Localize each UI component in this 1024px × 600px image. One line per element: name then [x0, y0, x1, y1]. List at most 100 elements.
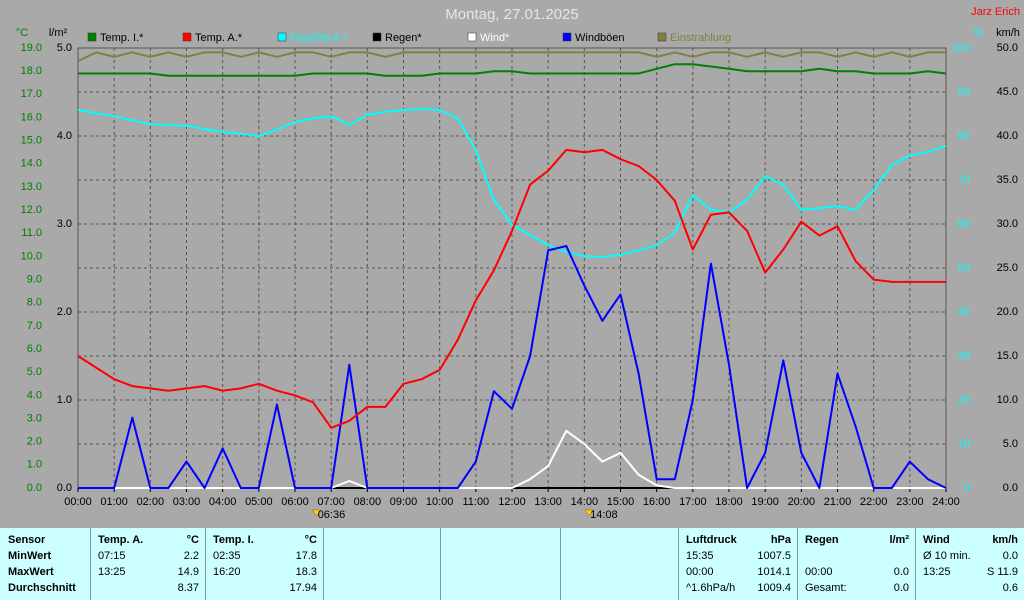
y-tick-label: 3.0 — [27, 412, 42, 424]
group-title: Temp. A. — [98, 534, 144, 546]
series-line — [77, 51, 946, 63]
x-tick-label: 00:00 — [64, 496, 92, 508]
value: S 11.9 — [987, 566, 1018, 578]
x-tick-label: 21:00 — [824, 496, 852, 508]
y-tick-label: 13.0 — [21, 181, 42, 193]
y2-tick-label: 4.0 — [57, 130, 72, 142]
y-tick-label: 7.0 — [27, 320, 42, 332]
y2-tick-label: 2.0 — [57, 306, 72, 318]
y-tick-label: 18.0 — [21, 65, 42, 77]
y-tick-label: 15.0 — [21, 135, 42, 147]
y4-tick-label: 0.0 — [1003, 482, 1018, 494]
group-title: Wind — [923, 534, 950, 546]
y4-tick-label: 25.0 — [997, 262, 1018, 274]
empty-cell — [440, 528, 560, 600]
group-unit: km/h — [992, 534, 1018, 546]
x-tick-label: 24:00 — [932, 496, 960, 508]
value: 1007.5 — [757, 550, 791, 562]
y4-tick-label: 10.0 — [997, 394, 1018, 406]
chart: Montag, 27.01.2025 Jarz Erich °C l/m² % … — [15, 5, 1020, 521]
group-unit: °C — [186, 534, 199, 546]
time: 00:00 — [805, 566, 833, 578]
y3-tick-label: 20 — [958, 394, 970, 406]
time: Ø 10 min. — [923, 550, 971, 562]
y2-tick-label: 3.0 — [57, 218, 72, 230]
legend-swatch — [657, 32, 667, 42]
value: 17.94 — [289, 582, 317, 594]
annotation: 06:36 — [318, 509, 346, 521]
group-title: Luftdruck — [686, 534, 737, 546]
author: Jarz Erich — [971, 6, 1020, 18]
y-tick-label: 16.0 — [21, 111, 42, 123]
sun-marker — [584, 509, 594, 517]
y-tick-label: 1.0 — [27, 459, 42, 471]
x-tick-label: 17:00 — [679, 496, 707, 508]
series-line — [77, 107, 947, 258]
y2-tick-label: 5.0 — [57, 42, 72, 54]
time: 16:20 — [213, 566, 241, 578]
y-tick-label: 14.0 — [21, 158, 42, 170]
x-tick-label: 16:00 — [643, 496, 671, 508]
empty-cell — [560, 528, 678, 600]
y-tick-label: 2.0 — [27, 436, 42, 448]
legend-label: Temp. A.* — [195, 32, 243, 44]
time: 13:25 — [923, 566, 951, 578]
x-tick-label: 22:00 — [860, 496, 888, 508]
series-line — [78, 429, 946, 489]
y4-tick-label: 40.0 — [997, 130, 1018, 142]
y-tick-label: 8.0 — [27, 297, 42, 309]
x-tick-label: 18:00 — [715, 496, 743, 508]
legend-swatch — [372, 32, 382, 42]
y-tick-label: 5.0 — [27, 366, 42, 378]
x-tick-label: 15:00 — [607, 496, 635, 508]
x-tick-label: 12:00 — [498, 496, 526, 508]
time: 02:35 — [213, 550, 241, 562]
x-tick-label: 08:00 — [354, 496, 382, 508]
x-tick-label: 10:00 — [426, 496, 454, 508]
y3-tick-label: 60 — [958, 218, 970, 230]
value: 2.2 — [183, 550, 199, 562]
legend-swatch — [182, 32, 192, 42]
value: 0.0 — [893, 566, 909, 578]
x-tick-label: 06:00 — [281, 496, 309, 508]
legend-label: Temp. I.* — [100, 32, 144, 44]
y3-tick-label: 0 — [964, 482, 970, 494]
time: 13:25 — [98, 566, 126, 578]
x-tick-label: 19:00 — [751, 496, 779, 508]
x-tick-label: 11:00 — [462, 496, 489, 508]
y3-axis-label: % — [973, 27, 983, 39]
value: 18.3 — [295, 566, 317, 578]
y4-tick-label: 20.0 — [997, 306, 1018, 318]
y3-tick-label: 30 — [958, 350, 970, 362]
y3-tick-label: 90 — [958, 86, 970, 98]
y3-tick-label: 100 — [952, 42, 970, 54]
legend-label: Windböen — [575, 32, 625, 44]
legend-swatch — [562, 32, 572, 42]
x-tick-label: 09:00 — [390, 496, 418, 508]
y-tick-label: 10.0 — [21, 250, 42, 262]
group-cell — [797, 528, 915, 600]
x-tick-label: 23:00 — [896, 496, 924, 508]
x-tick-label: 01:00 — [100, 496, 128, 508]
x-tick-label: 14:00 — [571, 496, 599, 508]
x-tick-label: 20:00 — [788, 496, 816, 508]
row-label: MaxWert — [8, 566, 54, 578]
y-tick-label: 9.0 — [27, 273, 42, 285]
legend-label: Wind* — [480, 32, 510, 44]
y3-tick-label: 10 — [958, 438, 970, 450]
y-tick-label: 17.0 — [21, 88, 42, 100]
x-tick-label: 04:00 — [209, 496, 237, 508]
annotation: 14:08 — [590, 509, 618, 521]
y-tick-label: 19.0 — [21, 42, 42, 54]
group-title: Temp. I. — [213, 534, 254, 546]
y-axis-label: °C — [16, 27, 28, 39]
sun-marker — [312, 509, 322, 517]
y-tick-label: 6.0 — [27, 343, 42, 355]
group-unit: °C — [304, 534, 317, 546]
series-line — [77, 148, 946, 429]
x-tick-label: 02:00 — [137, 496, 165, 508]
legend-label: Regen* — [385, 32, 422, 44]
row-label: MinWert — [8, 550, 52, 562]
value: 17.8 — [295, 550, 317, 562]
